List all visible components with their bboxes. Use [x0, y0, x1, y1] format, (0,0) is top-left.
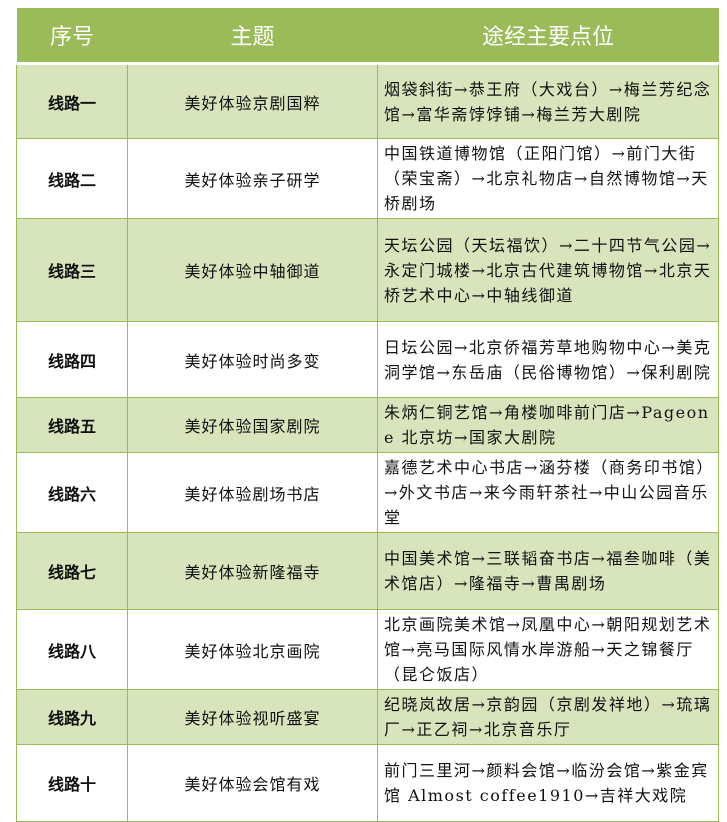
route-theme: 美好体验时尚多变 [127, 321, 378, 398]
route-theme: 美好体验新隆福寺 [127, 532, 378, 610]
route-points: 中国美术馆→三联韬奋书店→福叁咖啡（美术馆店）→隆福寺→曹禺剧场 [377, 532, 719, 610]
route-theme: 美好体验北京画院 [127, 609, 378, 690]
route-points: 中国铁道博物馆（正阳门馆）→前门大街（荣宝斋）→北京礼物店→自然博物馆→天桥剧场 [377, 138, 719, 219]
route-points: 烟袋斜街→恭王府（大戏台）→梅兰芳纪念馆→富华斋饽饽铺→梅兰芳大剧院 [377, 63, 719, 139]
header-index: 序号 [16, 8, 128, 65]
table-row: 线路二 美好体验亲子研学 中国铁道博物馆（正阳门馆）→前门大街（荣宝斋）→北京礼物店… [16, 138, 719, 219]
route-id: 线路七 [16, 532, 128, 610]
route-theme: 美好体验亲子研学 [127, 138, 378, 219]
table-row: 线路七 美好体验新隆福寺 中国美术馆→三联韬奋书店→福叁咖啡（美术馆店）→隆福寺→曹… [16, 532, 719, 610]
route-theme: 美好体验剧场书店 [127, 452, 378, 533]
route-theme: 美好体验视听盛宴 [127, 689, 378, 745]
table-row: 线路六 美好体验剧场书店 嘉德艺术中心书店→涵芬楼（商务印书馆）→外文书店→来今雨轩… [16, 452, 719, 533]
route-id: 线路四 [16, 321, 128, 398]
route-theme: 美好体验会馆有戏 [127, 744, 378, 822]
route-theme: 美好体验国家剧院 [127, 397, 378, 453]
route-id: 线路六 [16, 452, 128, 533]
table-row: 线路三 美好体验中轴御道 天坛公园（天坛福饮）→二十四节气公园→永定门城楼→北京古代… [16, 218, 719, 322]
route-theme: 美好体验中轴御道 [127, 218, 378, 322]
route-points: 天坛公园（天坛福饮）→二十四节气公园→永定门城楼→北京古代建筑博物馆→北京天桥艺… [377, 218, 719, 322]
route-id: 线路八 [16, 609, 128, 690]
route-points: 嘉德艺术中心书店→涵芬楼（商务印书馆）→外文书店→来今雨轩茶社→中山公园音乐堂 [377, 452, 719, 533]
route-points: 朱炳仁铜艺馆→角楼咖啡前门店→Pageone 北京坊→国家大剧院 [377, 397, 719, 453]
table-row: 线路四 美好体验时尚多变 日坛公园→北京侨福芳草地购物中心→美克洞学馆→东岳庙（民俗… [16, 321, 719, 398]
header-route: 途经主要点位 [377, 8, 719, 65]
route-id: 线路二 [16, 138, 128, 219]
table-header: 序号 主题 途经主要点位 [16, 8, 719, 65]
table-row: 线路五 美好体验国家剧院 朱炳仁铜艺馆→角楼咖啡前门店→Pageone 北京坊→国家… [16, 397, 719, 453]
route-id: 线路三 [16, 218, 128, 322]
route-id: 线路十 [16, 744, 128, 822]
route-id: 线路一 [16, 63, 128, 139]
route-points: 日坛公园→北京侨福芳草地购物中心→美克洞学馆→东岳庙（民俗博物馆）→保利剧院 [377, 321, 719, 398]
table-row: 线路八 美好体验北京画院 北京画院美术馆→凤凰中心→朝阳规划艺术馆→亮马国际风情水岸… [16, 609, 719, 690]
table-row: 线路十 美好体验会馆有戏 前门三里河→颜料会馆→临汾会馆→紫金宾馆 Almost c… [16, 744, 719, 822]
routes-table: 序号 主题 途经主要点位 线路一 美好体验京剧国粹 烟袋斜街→恭王府（大戏台）→梅兰… [16, 8, 719, 822]
route-points: 前门三里河→颜料会馆→临汾会馆→紫金宾馆 Almost coffee1910→吉… [377, 744, 719, 822]
route-points: 北京画院美术馆→凤凰中心→朝阳规划艺术馆→亮马国际风情水岸游船→天之锦餐厅（昆仑… [377, 609, 719, 690]
table-row: 线路一 美好体验京剧国粹 烟袋斜街→恭王府（大戏台）→梅兰芳纪念馆→富华斋饽饽铺→梅… [16, 63, 719, 139]
route-id: 线路五 [16, 397, 128, 453]
table-row: 线路九 美好体验视听盛宴 纪晓岚故居→京韵园（京剧发祥地）→琉璃厂→正乙祠→北京音乐… [16, 689, 719, 745]
header-theme: 主题 [127, 8, 378, 65]
route-theme: 美好体验京剧国粹 [127, 63, 378, 139]
route-id: 线路九 [16, 689, 128, 745]
route-points: 纪晓岚故居→京韵园（京剧发祥地）→琉璃厂→正乙祠→北京音乐厅 [377, 689, 719, 745]
